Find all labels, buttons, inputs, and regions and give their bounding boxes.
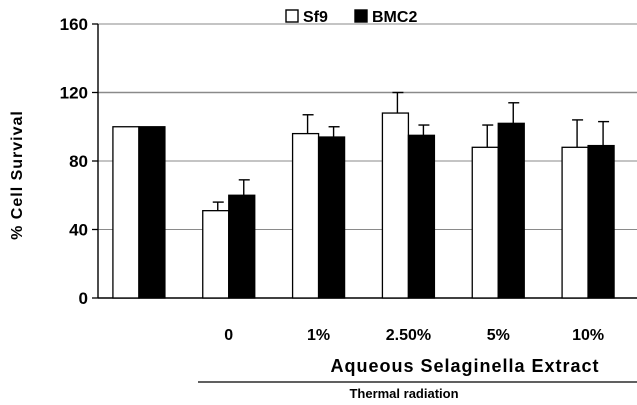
legend: Sf9 BMC2 [285, 9, 417, 26]
y-tick-label: 160 [60, 15, 88, 34]
legend-swatch-bmc2 [354, 9, 368, 23]
bar-bmc2 [407, 134, 436, 299]
y-tick-label: 80 [69, 152, 88, 171]
y-axis-label: % Cell Survival [9, 110, 26, 240]
x-tick-label: 1% [307, 327, 330, 344]
bar-bmc2 [497, 122, 525, 299]
x-axis-sublabel: Thermal radiation [349, 386, 458, 401]
bar-sf9 [561, 146, 589, 299]
y-tick-labels: 0 40 80 120 160 [60, 15, 88, 308]
bars [112, 91, 615, 299]
bar-sf9 [202, 210, 230, 299]
bar-sf9 [291, 132, 320, 299]
legend-label-bmc2: BMC2 [372, 9, 417, 26]
x-axis-label: Aqueous Selaginella Extract [330, 356, 599, 376]
bar-sf9 [471, 146, 499, 299]
x-tick-labels: 0 1% 2.50% 5% 10% [224, 327, 604, 344]
bar-bmc2 [138, 126, 166, 299]
bar-bmc2 [317, 136, 346, 299]
bar-sf9 [112, 126, 140, 299]
y-tick-label: 0 [79, 289, 88, 308]
x-tick-label: 10% [572, 327, 604, 344]
y-tick-label: 40 [69, 221, 88, 240]
legend-label-sf9: Sf9 [303, 9, 328, 26]
x-tick-label: 0 [224, 327, 233, 344]
bar-bmc2 [228, 194, 256, 299]
y-axis [92, 23, 637, 299]
bar-sf9 [381, 112, 410, 299]
gridlines [98, 23, 637, 230]
legend-swatch-sf9 [285, 9, 299, 23]
x-tick-label: 5% [487, 327, 510, 344]
y-tick-label: 120 [60, 84, 88, 103]
bar-bmc2 [587, 144, 615, 299]
x-tick-label: 2.50% [386, 327, 431, 344]
